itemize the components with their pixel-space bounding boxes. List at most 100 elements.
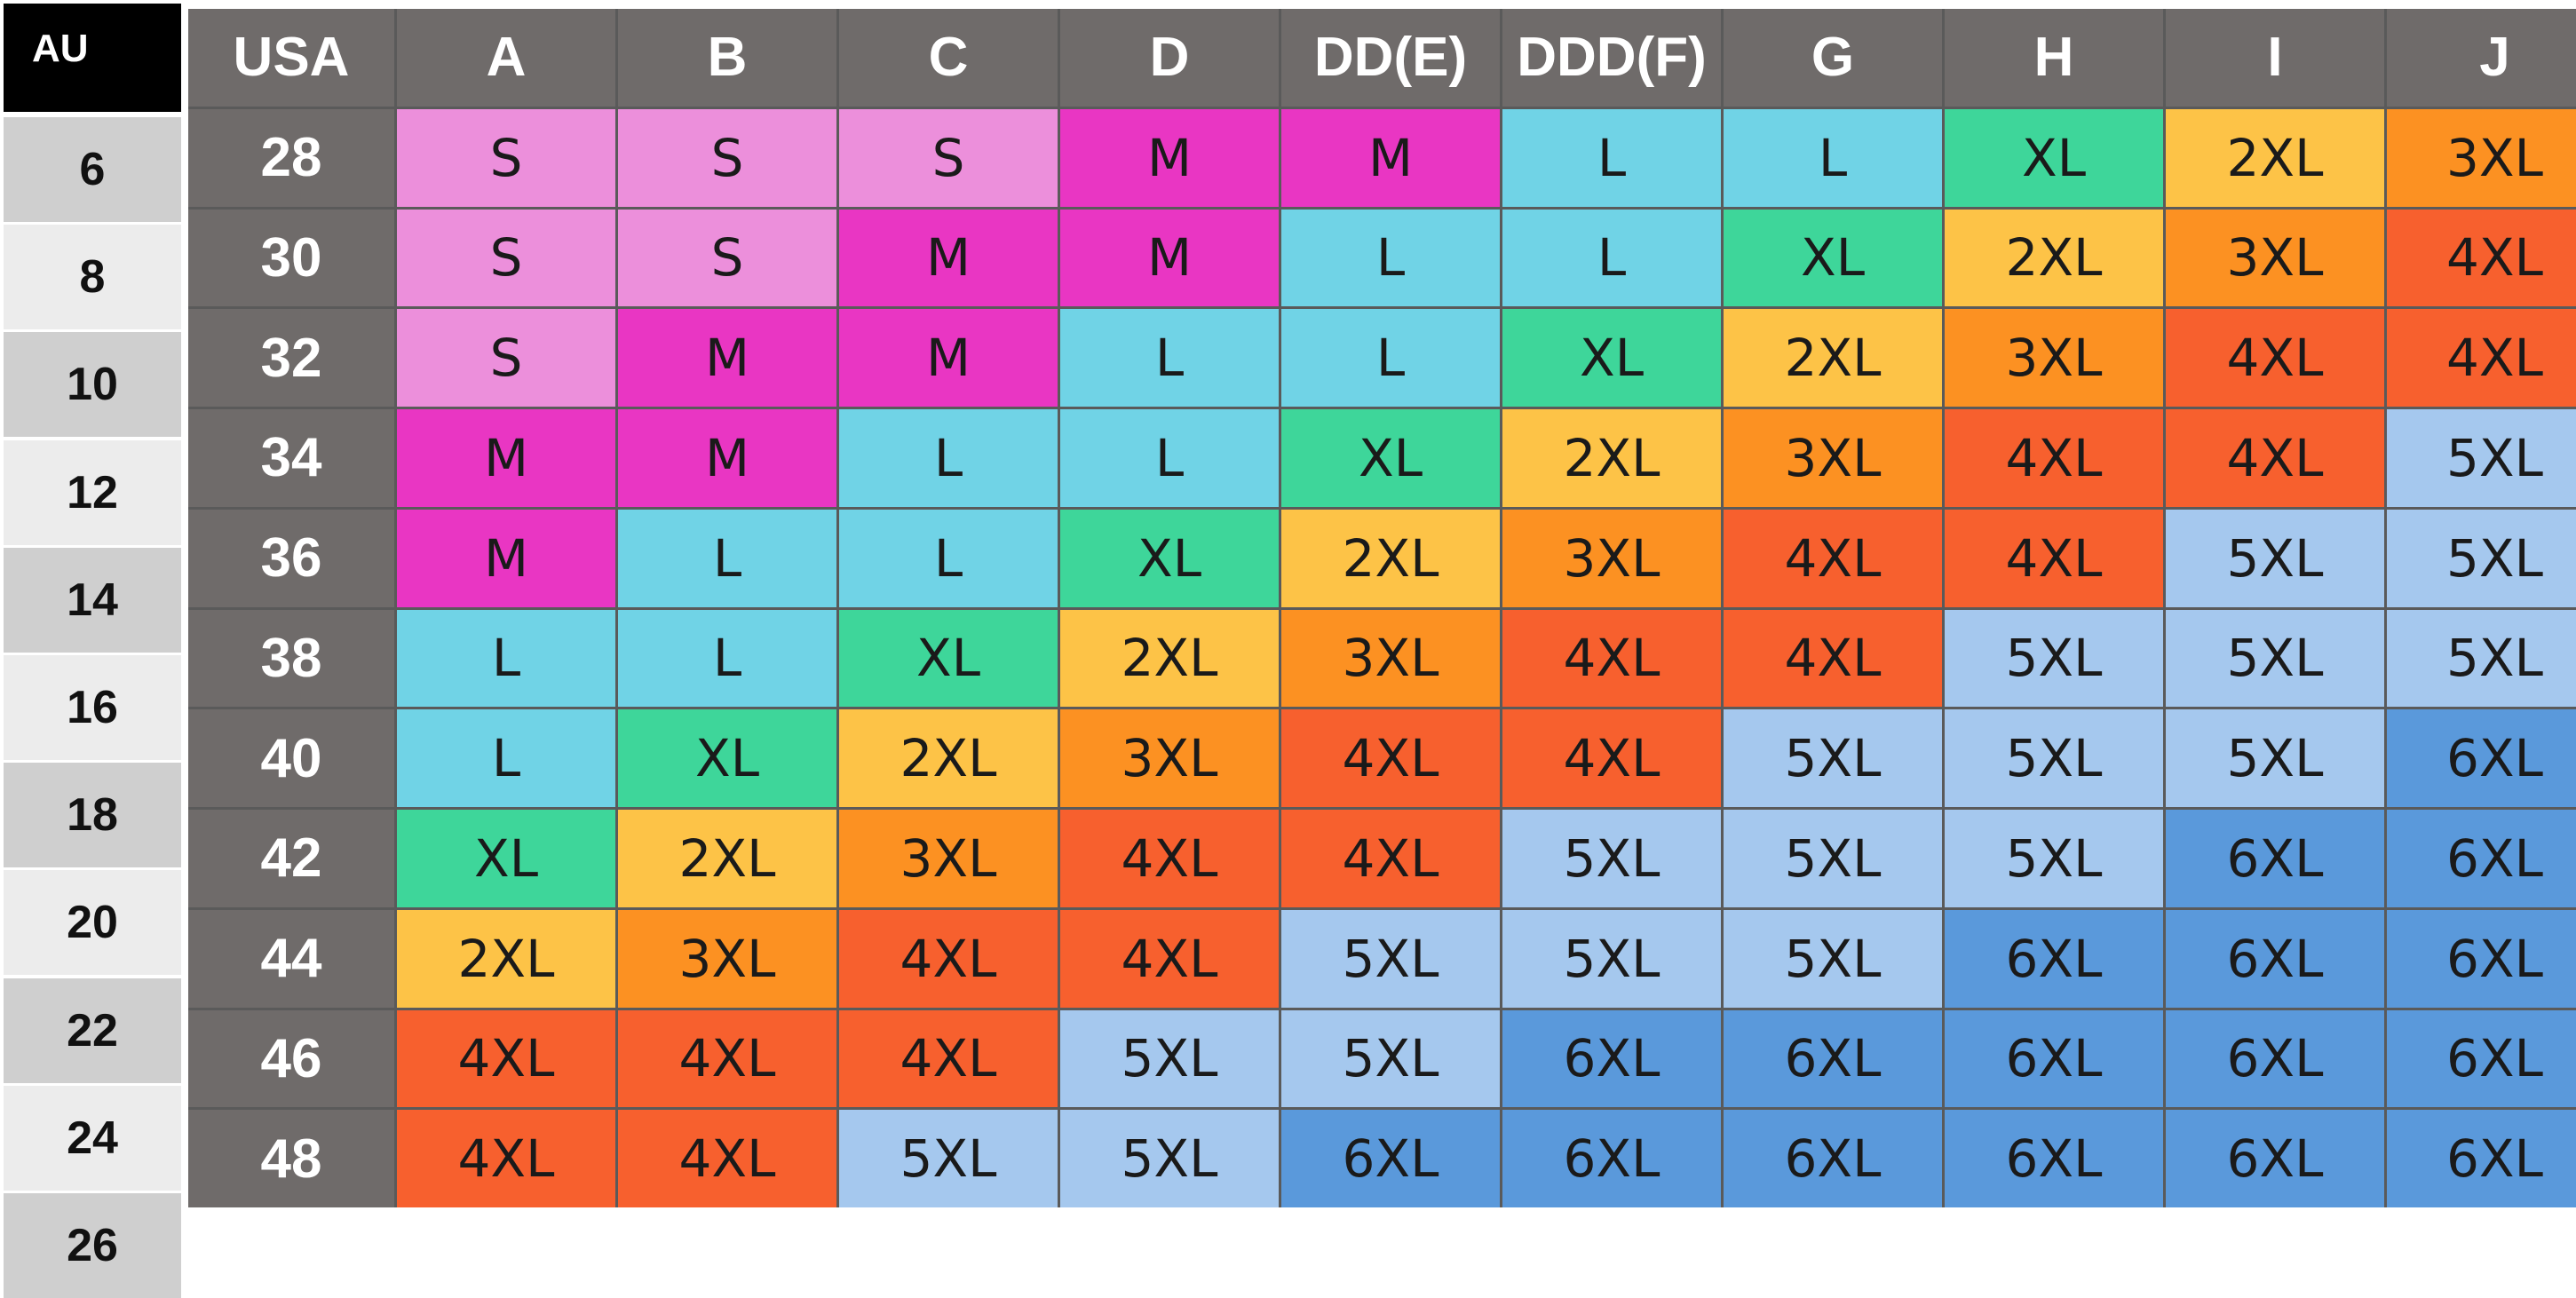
size-cell: 4XL <box>2166 409 2384 507</box>
size-cell: 6XL <box>1945 909 2163 1008</box>
size-cell: XL <box>1502 309 1721 407</box>
size-cell: 3XL <box>2387 108 2576 207</box>
size-cell: L <box>839 509 1058 607</box>
size-cell: 4XL <box>1281 709 1500 807</box>
size-cell: 5XL <box>1281 1009 1500 1108</box>
size-cell: 3XL <box>1281 609 1500 708</box>
au-size-cell: 16 <box>4 655 181 760</box>
size-cell: 6XL <box>2166 810 2384 907</box>
size-cell: 3XL <box>1060 709 1279 807</box>
bra-size-chart-table: USA A B C D DD(E) DDD(F) G H I J 28 S S S M M L L XL 2XL 3XL 3… <box>188 9 2576 1207</box>
au-size-cell: 12 <box>4 439 181 545</box>
size-cell: 5XL <box>1060 1009 1279 1108</box>
size-cell: S <box>397 309 615 407</box>
size-cell: L <box>1060 409 1279 507</box>
size-cell: M <box>839 209 1058 307</box>
size-cell: L <box>1281 209 1500 307</box>
cup-header: G <box>1724 9 1942 107</box>
size-cell: 6XL <box>2166 909 2384 1008</box>
au-size-cell: 20 <box>4 870 181 976</box>
size-cell: 5XL <box>2387 409 2576 507</box>
size-cell: 4XL <box>1502 709 1721 807</box>
size-cell: 5XL <box>1502 909 1721 1008</box>
au-header: AU <box>4 4 181 112</box>
size-cell: M <box>397 409 615 507</box>
size-cell: 6XL <box>2387 909 2576 1008</box>
size-cell: 4XL <box>2166 309 2384 407</box>
usa-band-cell: 40 <box>188 709 394 807</box>
size-cell: 4XL <box>1060 810 1279 907</box>
size-cell: L <box>1724 108 1942 207</box>
size-cell: 4XL <box>839 1009 1058 1108</box>
size-cell: 6XL <box>1945 1009 2163 1108</box>
size-cell: 2XL <box>1502 409 1721 507</box>
cup-header: DD(E) <box>1281 9 1500 107</box>
size-cell: L <box>1502 209 1721 307</box>
size-cell: 4XL <box>2387 209 2576 307</box>
size-cell: L <box>397 609 615 708</box>
size-cell: L <box>618 609 836 708</box>
size-cell: L <box>397 709 615 807</box>
cup-header: D <box>1060 9 1279 107</box>
size-cell: 5XL <box>839 1110 1058 1207</box>
size-cell: L <box>618 509 836 607</box>
size-cell: 3XL <box>1502 509 1721 607</box>
size-cell: 4XL <box>618 1009 836 1108</box>
size-cell: 6XL <box>1502 1009 1721 1108</box>
size-cell: 6XL <box>1945 1110 2163 1207</box>
size-cell: 4XL <box>1502 609 1721 708</box>
size-cell: 5XL <box>1502 810 1721 907</box>
size-cell: XL <box>839 609 1058 708</box>
size-cell: M <box>1060 209 1279 307</box>
cup-header: C <box>839 9 1058 107</box>
size-cell: 5XL <box>2166 509 2384 607</box>
size-cell: 2XL <box>618 810 836 907</box>
size-cell: S <box>839 108 1058 207</box>
size-cell: 2XL <box>1060 609 1279 708</box>
size-cell: 4XL <box>397 1110 615 1207</box>
size-cell: M <box>618 309 836 407</box>
size-cell: 5XL <box>1724 709 1942 807</box>
size-cell: L <box>1502 108 1721 207</box>
size-cell: L <box>1060 309 1279 407</box>
size-cell: 3XL <box>1945 309 2163 407</box>
usa-band-cell: 42 <box>188 810 394 907</box>
size-cell: M <box>1281 108 1500 207</box>
size-cell: 4XL <box>2387 309 2576 407</box>
cup-header: H <box>1945 9 2163 107</box>
size-cell: S <box>397 108 615 207</box>
usa-band-cell: 34 <box>188 409 394 507</box>
size-cell: 3XL <box>618 909 836 1008</box>
size-cell: M <box>839 309 1058 407</box>
size-cell: XL <box>618 709 836 807</box>
size-cell: 6XL <box>1502 1110 1721 1207</box>
size-cell: 4XL <box>397 1009 615 1108</box>
size-cell: 4XL <box>1060 909 1279 1008</box>
size-cell: L <box>1281 309 1500 407</box>
au-size-cell: 22 <box>4 977 181 1083</box>
size-cell: 4XL <box>1724 509 1942 607</box>
au-size-cell: 10 <box>4 332 181 438</box>
size-cell: 5XL <box>1945 810 2163 907</box>
au-size-cell: 14 <box>4 547 181 653</box>
size-cell: 3XL <box>1724 409 1942 507</box>
cup-header: J <box>2387 9 2576 107</box>
usa-band-cell: 28 <box>188 108 394 207</box>
cup-header: I <box>2166 9 2384 107</box>
size-cell: 5XL <box>2387 509 2576 607</box>
size-cell: 5XL <box>2166 709 2384 807</box>
size-cell: 5XL <box>1945 709 2163 807</box>
size-cell: 5XL <box>1724 909 1942 1008</box>
usa-band-cell: 48 <box>188 1110 394 1207</box>
size-cell: 5XL <box>2166 609 2384 708</box>
size-cell: M <box>1060 108 1279 207</box>
size-cell: 4XL <box>1945 509 2163 607</box>
cup-header: DDD(F) <box>1502 9 1721 107</box>
usa-band-cell: 30 <box>188 209 394 307</box>
usa-band-cell: 44 <box>188 909 394 1008</box>
size-cell: 2XL <box>2166 108 2384 207</box>
size-cell: 5XL <box>1281 909 1500 1008</box>
size-cell: 2XL <box>839 709 1058 807</box>
size-cell: 6XL <box>2387 1009 2576 1108</box>
cup-header: A <box>397 9 615 107</box>
